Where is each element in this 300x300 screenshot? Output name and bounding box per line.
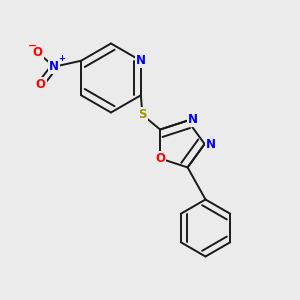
- Text: +: +: [58, 54, 65, 63]
- Text: O: O: [155, 152, 165, 165]
- Text: N: N: [188, 112, 198, 126]
- Text: N: N: [206, 137, 216, 151]
- Text: −: −: [28, 41, 38, 51]
- Text: N: N: [136, 54, 146, 67]
- Text: N: N: [49, 60, 59, 73]
- Text: O: O: [33, 46, 43, 59]
- Text: S: S: [138, 108, 147, 121]
- Text: O: O: [36, 78, 46, 91]
